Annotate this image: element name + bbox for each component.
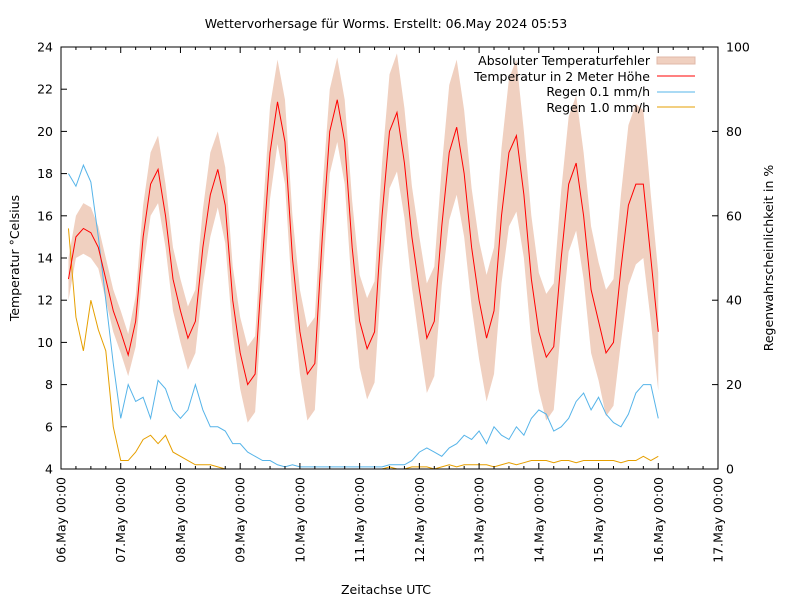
- y-tick-label: 22: [37, 82, 53, 97]
- y-axis-left: 4 6 8 10 12 14 16 18 20 22 24: [37, 40, 67, 477]
- x-tick-label: 07.May 00:00: [113, 477, 128, 563]
- x-tick-label: 10.May 00:00: [292, 477, 307, 563]
- y-tick-label: 18: [37, 166, 53, 181]
- legend-label-error: Absoluter Temperaturfehler: [478, 53, 651, 68]
- y-tick-label: 10: [37, 335, 53, 350]
- y-axis-label: Temperatur °Celsius: [7, 195, 22, 322]
- y-tick-label: 20: [37, 124, 53, 139]
- y2-tick-label: 80: [726, 124, 742, 139]
- y2-tick-label: 0: [726, 462, 734, 477]
- plot-area: [68, 53, 658, 469]
- x-tick-label: 06.May 00:00: [54, 477, 69, 563]
- y-tick-label: 4: [45, 462, 53, 477]
- legend-label-rain10: Regen 1.0 mm/h: [546, 100, 650, 115]
- y-tick-label: 16: [37, 208, 53, 223]
- x-tick-label: 16.May 00:00: [651, 477, 666, 563]
- y-tick-label: 6: [45, 419, 53, 434]
- legend-label-rain01: Regen 0.1 mm/h: [546, 84, 650, 99]
- x-axis-label: Zeitachse UTC: [341, 582, 431, 597]
- x-tick-label: 12.May 00:00: [412, 477, 427, 563]
- y2-tick-label: 20: [726, 377, 742, 392]
- y-tick-label: 8: [45, 377, 53, 392]
- x-tick-label: 14.May 00:00: [531, 477, 546, 563]
- y2-axis-label: Regenwahrscheinlichkeit in %: [761, 165, 776, 352]
- x-tick-label: 08.May 00:00: [173, 477, 188, 563]
- x-tick-label: 15.May 00:00: [591, 477, 606, 563]
- y-tick-label: 14: [37, 251, 53, 266]
- y2-tick-label: 40: [726, 293, 742, 308]
- y2-tick-label: 100: [726, 40, 750, 55]
- legend-label-temperature: Temperatur in 2 Meter Höhe: [473, 69, 650, 84]
- y-tick-label: 24: [37, 40, 53, 55]
- x-tick-label: 11.May 00:00: [352, 477, 367, 563]
- chart-title: Wettervorhersage für Worms. Erstellt: 06…: [205, 16, 567, 31]
- x-tick-label: 13.May 00:00: [472, 477, 487, 563]
- legend-swatch-error: [657, 57, 695, 64]
- x-tick-label: 09.May 00:00: [233, 477, 248, 563]
- x-tick-label: 17.May 00:00: [711, 477, 726, 563]
- y-tick-label: 12: [37, 293, 53, 308]
- y2-tick-label: 60: [726, 208, 742, 223]
